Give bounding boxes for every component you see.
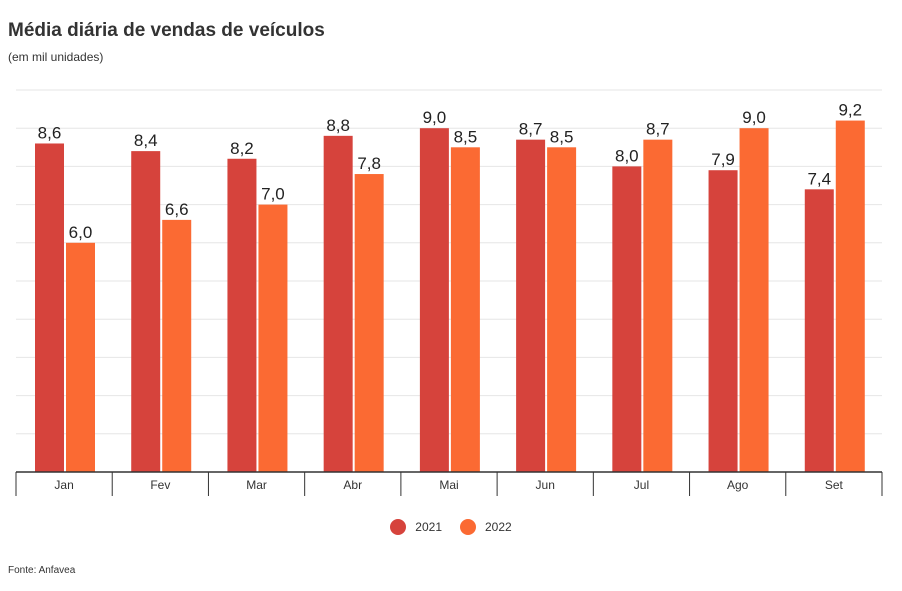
data-label: 7,4 [807,169,831,188]
bar-2022-Mar [258,204,288,472]
x-tick-label: Abr [343,478,362,492]
bar-2021-Set [804,189,834,472]
bar-chart: 8,6 8,4 8,2 8,8 9,0 8,7 8,0 7,9 7,4 6,0 6,6 7,0 7,8 8… [15,89,883,496]
data-label: 8,5 [454,127,478,146]
bar-2022-Jan [66,242,95,472]
bar-2021-Mar [227,158,257,472]
chart-title: Média diária de vendas de veículos [8,20,325,41]
x-axis: Jan Fev Mar Abr Mai Jun Jul Ago Set [15,471,883,496]
data-label: 6,0 [69,223,93,242]
bars [35,120,865,473]
data-label: 7,9 [711,150,735,169]
x-tick-label: Set [825,478,844,492]
bar-2021-Jun [516,139,546,472]
data-labels: 8,6 8,4 8,2 8,8 9,0 8,7 8,0 7,9 7,4 6,0 6,6 7,0 7,8 8… [38,101,862,242]
data-label: 7,8 [357,154,381,173]
gridlines [16,89,882,435]
bar-2021-Jul [612,166,642,472]
legend-label-2021: 2021 [415,520,442,534]
legend-label-2022: 2022 [485,520,512,534]
data-label: 8,6 [38,123,62,142]
bar-2022-Jul [643,139,673,472]
data-label: 8,8 [326,116,350,135]
bar-2022-Fev [162,219,192,472]
x-tick-label: Mar [246,478,267,492]
x-tick-label: Mai [439,478,458,492]
data-label: 8,5 [550,127,574,146]
source-note: Fonte: Anfavea [8,565,76,576]
legend-swatch-2022 [460,519,476,535]
x-tick-label: Jun [536,478,555,492]
legend-item-2022: 2022 [460,519,512,535]
data-label: 8,4 [134,131,158,150]
bar-2021-Abr [323,135,353,472]
bar-2021-Mai [419,128,449,472]
x-tick-label: Jul [634,478,649,492]
legend: 2021 2022 [0,519,902,535]
data-label: 8,2 [230,139,254,158]
x-tick-label: Jan [54,478,73,492]
data-label: 8,0 [615,146,639,165]
bar-2021-Jan [35,143,64,473]
bar-2022-Jun [547,147,577,473]
x-tick-label: Ago [727,478,749,492]
data-label: 8,7 [646,120,670,139]
bar-2021-Fev [131,151,161,472]
data-label: 6,6 [165,200,189,219]
chart-subtitle: (em mil unidades) [8,50,104,64]
bar-2022-Mai [450,147,480,473]
bar-2022-Abr [354,174,384,473]
x-tick-label: Fev [150,478,170,492]
bar-2021-Ago [708,170,738,472]
legend-item-2021: 2021 [390,519,442,535]
data-label: 9,0 [423,108,447,127]
data-label: 9,2 [838,101,862,120]
bar-2022-Set [835,120,865,472]
data-label: 8,7 [519,120,543,139]
legend-swatch-2021 [390,519,407,535]
bar-2022-Ago [739,128,769,472]
data-label: 9,0 [742,108,766,127]
data-label: 7,0 [261,185,285,204]
